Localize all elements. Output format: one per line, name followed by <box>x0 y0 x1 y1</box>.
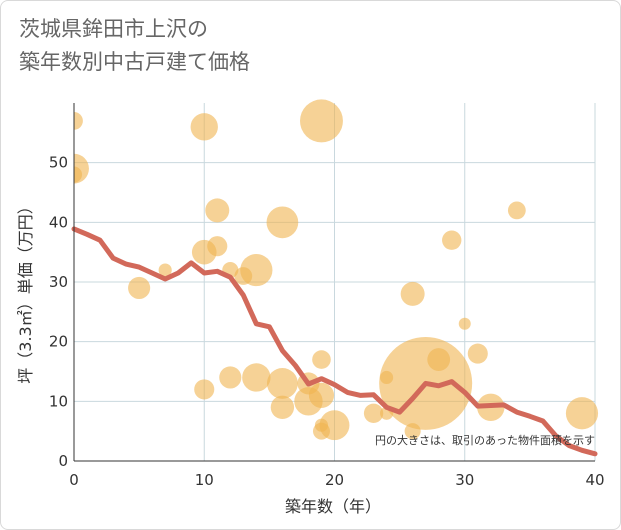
bubble-point <box>507 201 526 220</box>
chart-title: 茨城県鉾田市上沢の 築年数別中古戸建て価格 <box>19 13 250 79</box>
y-tick-label: 20 <box>49 333 68 351</box>
bubble-point <box>458 317 471 330</box>
bubble-point <box>266 368 298 399</box>
y-tick-label: 30 <box>49 273 68 291</box>
x-tick-label: 0 <box>69 471 79 489</box>
bubble-point <box>194 379 215 400</box>
bubble-point <box>442 230 462 250</box>
bubble-point <box>207 236 228 257</box>
x-tick-label: 30 <box>455 471 474 489</box>
y-tick-label: 10 <box>49 392 68 410</box>
bubble-point <box>400 281 425 306</box>
grid-lines <box>74 103 596 461</box>
bubble-point <box>308 382 335 408</box>
bubble-point <box>312 350 331 369</box>
axes <box>73 103 595 462</box>
bubble-point <box>266 206 299 239</box>
tick-labels: 0 10 20 30 40 0 10 20 30 40 50 <box>49 154 605 489</box>
bubble-point <box>270 395 295 419</box>
bubble-point <box>363 403 384 423</box>
x-axis-label: 築年数（年） <box>285 497 381 516</box>
x-tick-label: 40 <box>585 471 604 489</box>
bubble-point <box>565 397 599 430</box>
y-tick-label: 0 <box>58 452 68 470</box>
bubble-point <box>74 166 83 183</box>
y-tick-label: 50 <box>49 154 68 172</box>
bubble-point <box>219 366 242 389</box>
trend-line <box>71 226 598 457</box>
bubble-point <box>158 263 172 277</box>
x-tick-label: 20 <box>325 471 344 489</box>
bubble-point <box>240 253 273 287</box>
chart-title-line-1: 茨城県鉾田市上沢の <box>19 17 208 41</box>
bubble-point <box>427 348 451 371</box>
chart-title-line-2: 築年数別中古戸建て価格 <box>19 50 250 74</box>
x-tick-label: 10 <box>195 471 214 489</box>
bubble-point <box>319 410 350 441</box>
bubble-point <box>205 198 230 223</box>
bubble-point <box>300 99 343 143</box>
bubble-size-note: 円の大きさは、取引のあった物件面積を示す <box>375 433 595 447</box>
bubble-point <box>128 276 151 300</box>
bubble-point <box>74 112 83 130</box>
bubble-point <box>242 363 271 392</box>
y-tick-label: 40 <box>49 213 68 231</box>
y-axis-label: 坪（3.3㎡）単価（万円） <box>16 198 35 383</box>
bubble-point <box>190 113 218 141</box>
bubble-point <box>467 343 488 364</box>
